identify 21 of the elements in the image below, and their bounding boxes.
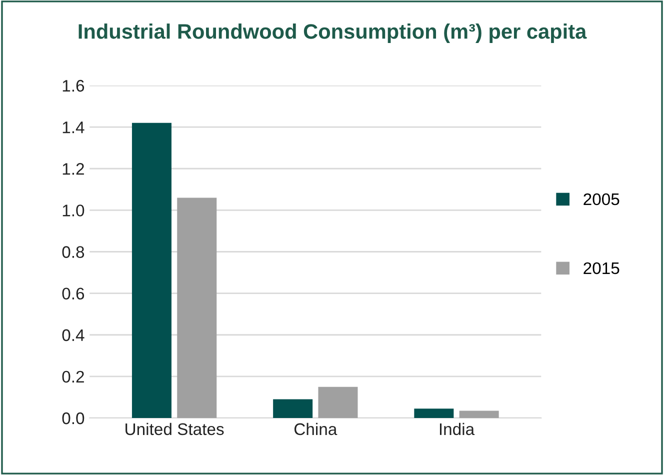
y-tick-label: 0.0 (62, 412, 84, 424)
y-tick-label: 0.4 (62, 329, 84, 342)
y-tick-label: 0.6 (62, 288, 84, 300)
x-tick-label: India (440, 422, 475, 436)
legend-label: 2015 (584, 262, 620, 274)
bar (273, 399, 313, 418)
x-tick-label: China (294, 422, 338, 436)
y-tick-label: 0.8 (62, 246, 84, 258)
y-tick-label: 1.6 (62, 80, 84, 92)
x-tick-label: United States (126, 422, 224, 436)
bar (177, 198, 217, 418)
chart-title: Industrial Roundwood Consumption (m³) per capita (78, 24, 587, 43)
bar (132, 122, 172, 418)
bar (459, 410, 499, 418)
y-tick-label: 1.2 (62, 163, 84, 175)
legend-label: 2005 (584, 193, 620, 206)
bar (318, 386, 358, 418)
y-tick-label: 0.2 (62, 370, 84, 383)
bar (414, 408, 454, 418)
y-tick-label: 1.0 (62, 204, 84, 216)
y-tick-label: 1.4 (62, 122, 84, 134)
